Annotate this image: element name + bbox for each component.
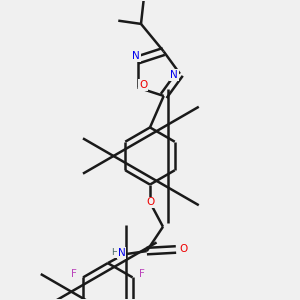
Text: O: O bbox=[179, 244, 187, 254]
Text: N: N bbox=[132, 51, 140, 61]
Text: N: N bbox=[170, 70, 178, 80]
Text: N: N bbox=[118, 248, 125, 258]
Text: F: F bbox=[71, 269, 77, 279]
Text: H: H bbox=[112, 248, 118, 257]
Text: O: O bbox=[139, 80, 148, 90]
Text: F: F bbox=[139, 269, 145, 279]
Text: O: O bbox=[146, 197, 154, 207]
